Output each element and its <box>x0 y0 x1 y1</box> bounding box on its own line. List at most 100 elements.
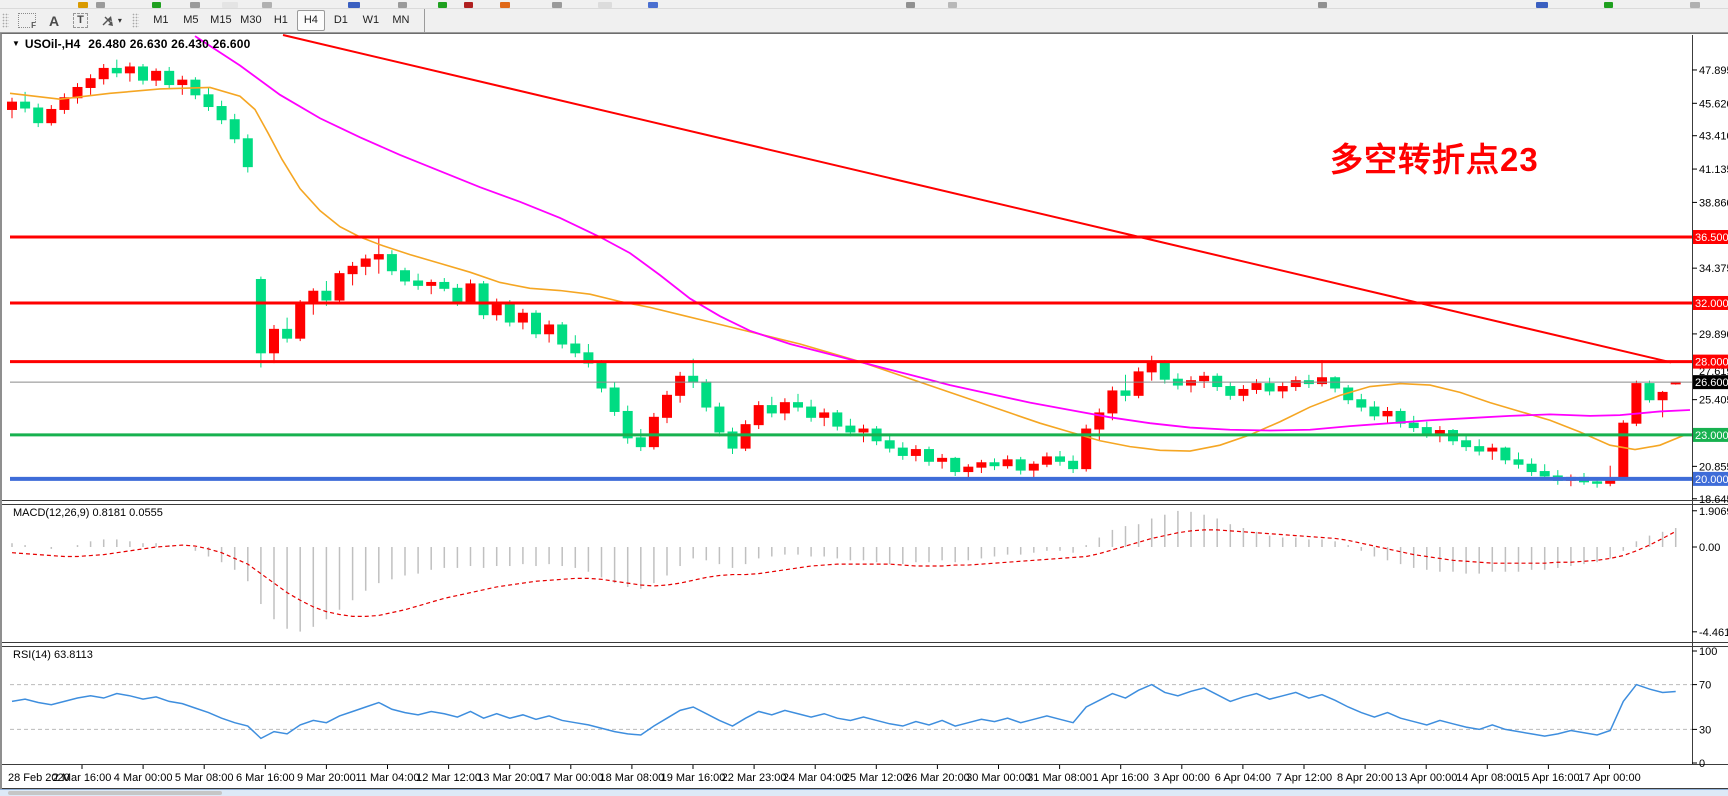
clipped-main-toolbar <box>0 0 1728 9</box>
time-label: 24 Mar 04:00 <box>783 772 848 784</box>
price-tick-label: 47.895 <box>1699 65 1728 77</box>
chart-title-bar: ▼ USOil-,H4 26.480 26.630 26.430 26.600 <box>12 37 250 51</box>
time-label: 28 Feb 2020 <box>8 772 70 784</box>
time-label: 13 Apr 00:00 <box>1395 772 1457 784</box>
rsi-scale-label: 100 <box>1699 646 1717 658</box>
level-label-20.000-box <box>1693 471 1728 486</box>
macd-histog <box>11 510 1677 632</box>
time-label: 12 Mar 12:00 <box>416 772 481 784</box>
chart-symbol-period: USOil-,H4 <box>24 37 81 51</box>
timeframe-button-m30[interactable]: M30 <box>240 14 262 26</box>
dotted-grid-icon: F <box>18 13 36 30</box>
clipped-icon <box>152 2 161 8</box>
timeframe-button-h1[interactable]: H1 <box>273 14 288 26</box>
macd-scale-label: 0.00 <box>1699 542 1720 554</box>
rsi-line <box>11 683 1676 740</box>
clipped-icon <box>78 2 88 8</box>
time-label: 17 Apr 00:00 <box>1578 772 1640 784</box>
time-label: 26 Mar 20:00 <box>905 772 970 784</box>
candles-layer <box>7 59 1681 488</box>
tool-button-arrows[interactable]: ▾ <box>100 11 122 31</box>
price-tick-label: 18.645 <box>1699 494 1728 506</box>
time-label: 6 Apr 04:00 <box>1215 772 1271 784</box>
chart-ohlc-values: 26.480 26.630 26.430 26.600 <box>88 37 251 51</box>
symbol-dropdown-icon[interactable]: ▼ <box>12 39 20 48</box>
time-label: 2 Mar 16:00 <box>53 772 112 784</box>
timeframe-button-m5[interactable]: M5 <box>183 14 199 26</box>
text-box-icon: T <box>73 13 88 28</box>
time-label: 7 Apr 12:00 <box>1276 772 1332 784</box>
clipped-icon <box>222 2 238 8</box>
time-label: 11 Mar 04:00 <box>355 772 419 784</box>
chevron-down-icon: ▾ <box>117 16 122 25</box>
toolbar-group-border <box>423 9 425 32</box>
timeframe-button-m1[interactable]: M1 <box>153 14 169 26</box>
level-label-28.000-box <box>1693 354 1728 369</box>
clipped-icon <box>190 2 200 8</box>
clipped-icon <box>1604 2 1613 8</box>
current-price-label-text: 26.600 <box>1695 377 1728 389</box>
clipped-icon <box>96 2 105 8</box>
timeframe-button-w1[interactable]: W1 <box>362 14 380 26</box>
descending-trendline <box>282 34 1672 364</box>
level-label-28.000-text: 28.000 <box>1695 357 1728 369</box>
rsi-scale-label: 0 <box>1699 758 1705 770</box>
clipped-icon <box>398 2 407 8</box>
time-label: 9 Mar 20:00 <box>297 772 356 784</box>
horizontal-scrollbar-thumb[interactable] <box>8 791 222 795</box>
clipped-icon <box>464 2 473 8</box>
time-label: 3 Apr 00:00 <box>1154 772 1210 784</box>
charts-toolbar: F A T ▾ M1 M5 M15 M30 H1 H4 D1 W1 MN <box>0 9 1728 33</box>
tool-button-f-grid[interactable]: F <box>12 11 42 31</box>
clipped-icon <box>1690 2 1700 8</box>
time-label: 22 Mar 23:00 <box>722 772 787 784</box>
rsi-indicator-label: RSI(14) 63.8113 <box>13 649 93 661</box>
time-label: 25 Mar 12:00 <box>844 772 909 784</box>
level-label-20.000-text: 20.000 <box>1695 474 1728 486</box>
toolbar-grip[interactable] <box>2 13 9 28</box>
timeframe-button-m15[interactable]: M15 <box>210 14 232 26</box>
timeframe-button-h4[interactable]: H4 <box>296 10 325 31</box>
chart-annotation-text: 多空转折点23 <box>1330 141 1539 178</box>
rsi-scale-label: 70 <box>1699 680 1711 692</box>
time-label: 17 Mar 00:00 <box>538 772 603 784</box>
level-label-23.000-box <box>1693 427 1728 442</box>
level-label-36.500-box <box>1693 230 1728 245</box>
level-label-36.500-text: 36.500 <box>1695 232 1728 244</box>
time-label: 31 Mar 08:00 <box>1027 772 1092 784</box>
price-tick-label: 43.410 <box>1699 131 1728 143</box>
clipped-icon <box>262 2 272 8</box>
time-label: 19 Mar 16:00 <box>661 772 726 784</box>
tool-button-text-label[interactable]: A <box>42 11 66 31</box>
clipped-icon <box>648 2 658 8</box>
time-label: 18 Mar 08:00 <box>599 772 664 784</box>
price-tick-label: 29.890 <box>1699 329 1728 341</box>
clipped-icon <box>1536 2 1548 8</box>
clipped-icon <box>1318 2 1327 8</box>
time-label: 4 Mar 00:00 <box>114 772 173 784</box>
timeframe-button-mn[interactable]: MN <box>392 14 410 26</box>
macd-signal-line <box>11 529 1676 617</box>
f-grid-letter: F <box>31 21 36 30</box>
price-tick-label: 20.855 <box>1699 461 1728 473</box>
clipped-icon <box>552 2 562 8</box>
clipped-icon <box>438 2 447 8</box>
price-tick-label: 34.375 <box>1699 263 1728 275</box>
time-label: 14 Apr 08:00 <box>1456 772 1518 784</box>
time-label: 6 Mar 16:00 <box>236 772 295 784</box>
price-tick-label: 41.135 <box>1699 164 1728 176</box>
bottom-status-strip <box>0 789 1728 796</box>
ma-slow-magenta-line <box>194 35 1691 432</box>
clipped-icon <box>906 2 915 8</box>
arrows-icon <box>102 15 113 26</box>
level-label-23.000-text: 23.000 <box>1695 430 1728 442</box>
time-label: 13 Mar 20:00 <box>477 772 542 784</box>
tool-button-text-box[interactable]: T <box>66 11 95 31</box>
timeframe-button-d1[interactable]: D1 <box>333 14 348 26</box>
clipped-icon <box>500 2 510 8</box>
time-label: 8 Apr 20:00 <box>1337 772 1393 784</box>
toolbar-separator-grip[interactable] <box>131 13 139 28</box>
price-tick-label: 25.405 <box>1699 395 1728 407</box>
